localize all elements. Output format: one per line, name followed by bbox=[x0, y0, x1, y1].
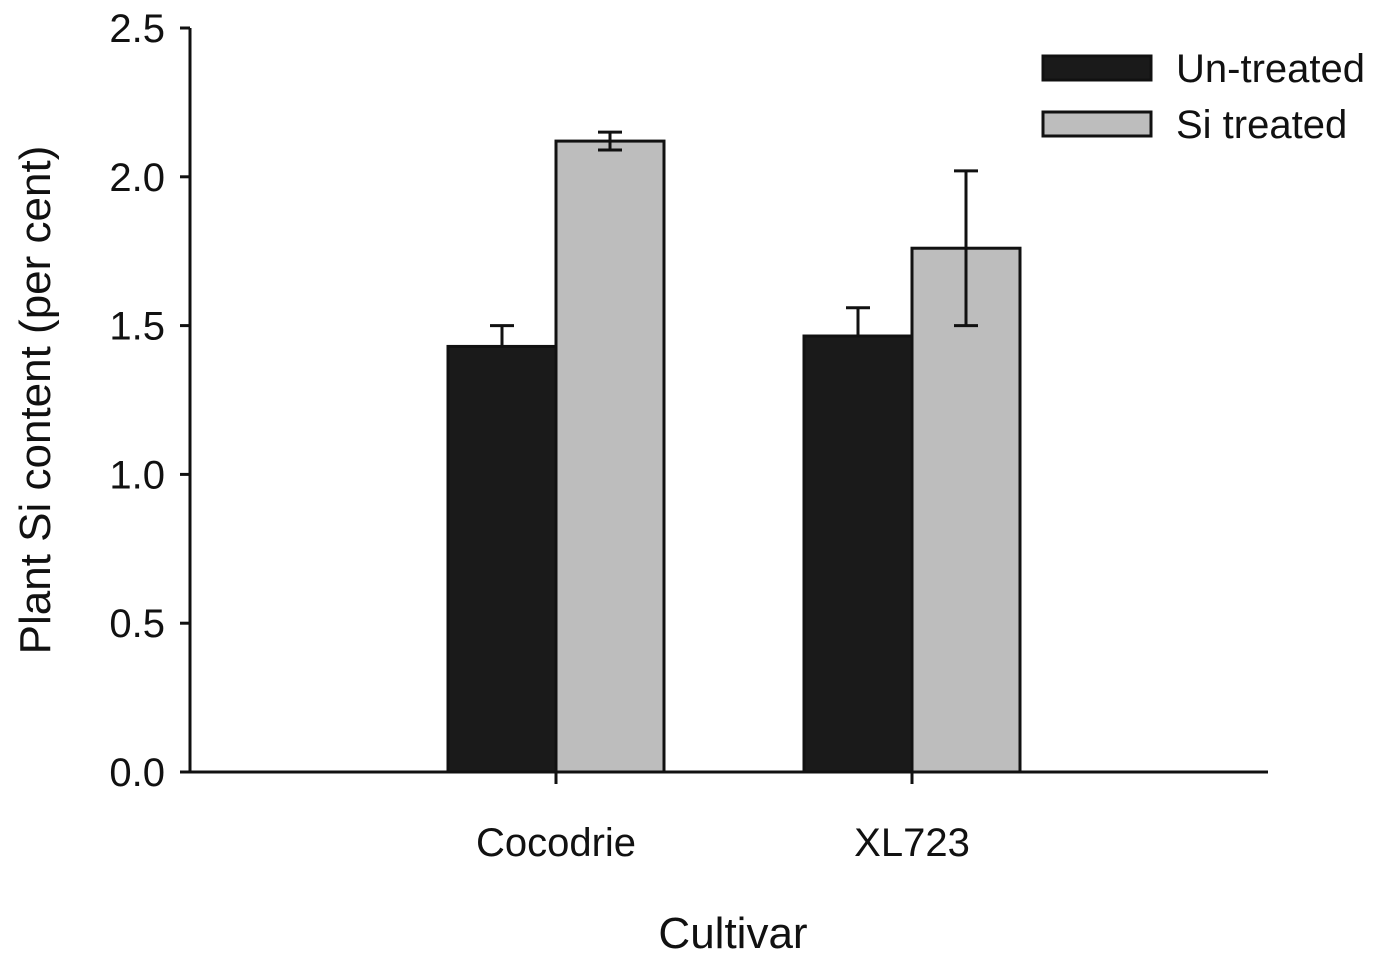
bar bbox=[446, 344, 558, 774]
x-axis: Cocodrie XL723 bbox=[476, 772, 970, 865]
x-category-label: Cocodrie bbox=[476, 821, 636, 865]
y-axis-title: Plant Si content (per cent) bbox=[11, 146, 60, 655]
y-tick-label: 0.5 bbox=[109, 602, 165, 646]
bar bbox=[910, 246, 1022, 774]
bar bbox=[554, 139, 666, 774]
y-tick-label: 1.5 bbox=[109, 305, 165, 349]
bars bbox=[446, 130, 1022, 774]
y-tick-label: 2.5 bbox=[109, 7, 165, 51]
bar bbox=[802, 334, 914, 774]
y-tick-label: 1.0 bbox=[109, 453, 165, 497]
legend-label: Si treated bbox=[1176, 103, 1347, 147]
y-tick-label: 2.0 bbox=[109, 156, 165, 200]
y-tick-label: 0.0 bbox=[109, 751, 165, 795]
legend-swatch bbox=[1041, 54, 1153, 82]
y-axis: 0.0 0.5 1.0 1.5 2.0 2.5 bbox=[109, 7, 1268, 795]
legend: Un-treated Si treated bbox=[1041, 47, 1365, 147]
x-category-label: XL723 bbox=[854, 821, 970, 865]
x-axis-title: Cultivar bbox=[658, 909, 807, 958]
legend-label: Un-treated bbox=[1176, 47, 1365, 91]
legend-swatch bbox=[1041, 110, 1153, 138]
